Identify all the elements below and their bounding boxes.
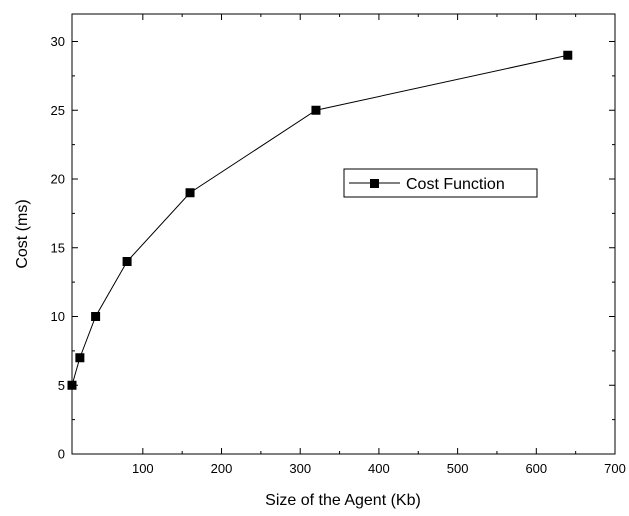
y-tick-label: 0 bbox=[58, 447, 65, 462]
y-tick-label: 20 bbox=[51, 172, 65, 187]
major-ticks bbox=[72, 14, 616, 455]
x-tick-label: 600 bbox=[525, 461, 547, 476]
y-tick-label: 30 bbox=[51, 34, 65, 49]
legend: Cost Function bbox=[343, 168, 538, 198]
x-tick-label: 300 bbox=[289, 461, 311, 476]
data-point-marker bbox=[75, 353, 85, 363]
data-point-marker bbox=[563, 50, 573, 60]
data-point-marker bbox=[185, 188, 195, 198]
data-point-marker bbox=[67, 380, 77, 390]
y-tick-label: 15 bbox=[51, 240, 65, 255]
series-markers bbox=[67, 50, 573, 390]
x-tick-label: 200 bbox=[211, 461, 233, 476]
x-tick-label: 100 bbox=[132, 461, 154, 476]
series-lines bbox=[71, 54, 568, 386]
y-axis-title: Cost (ms) bbox=[14, 199, 31, 268]
y-tick-label: 10 bbox=[51, 309, 65, 324]
data-point-marker bbox=[91, 312, 101, 321]
plot-frame bbox=[71, 13, 616, 455]
series-line bbox=[71, 54, 568, 386]
legend-label: Cost Function bbox=[406, 176, 505, 193]
minor-ticks bbox=[72, 14, 615, 454]
x-axis-title: Size of the Agent (Kb) bbox=[265, 492, 421, 509]
x-tick-label: 500 bbox=[447, 461, 469, 476]
legend-marker bbox=[370, 179, 379, 188]
data-point-marker bbox=[122, 257, 132, 266]
x-tick-label: 400 bbox=[368, 461, 390, 476]
y-tick-label: 5 bbox=[58, 378, 65, 393]
y-tick-label: 25 bbox=[51, 103, 65, 118]
y-tick-labels: 0 5 10 15 20 25 30 bbox=[51, 34, 65, 462]
data-point-marker bbox=[311, 105, 321, 115]
x-tick-label: 700 bbox=[604, 461, 626, 476]
x-tick-labels: 100 200 300 400 500 600 700 bbox=[132, 461, 626, 476]
